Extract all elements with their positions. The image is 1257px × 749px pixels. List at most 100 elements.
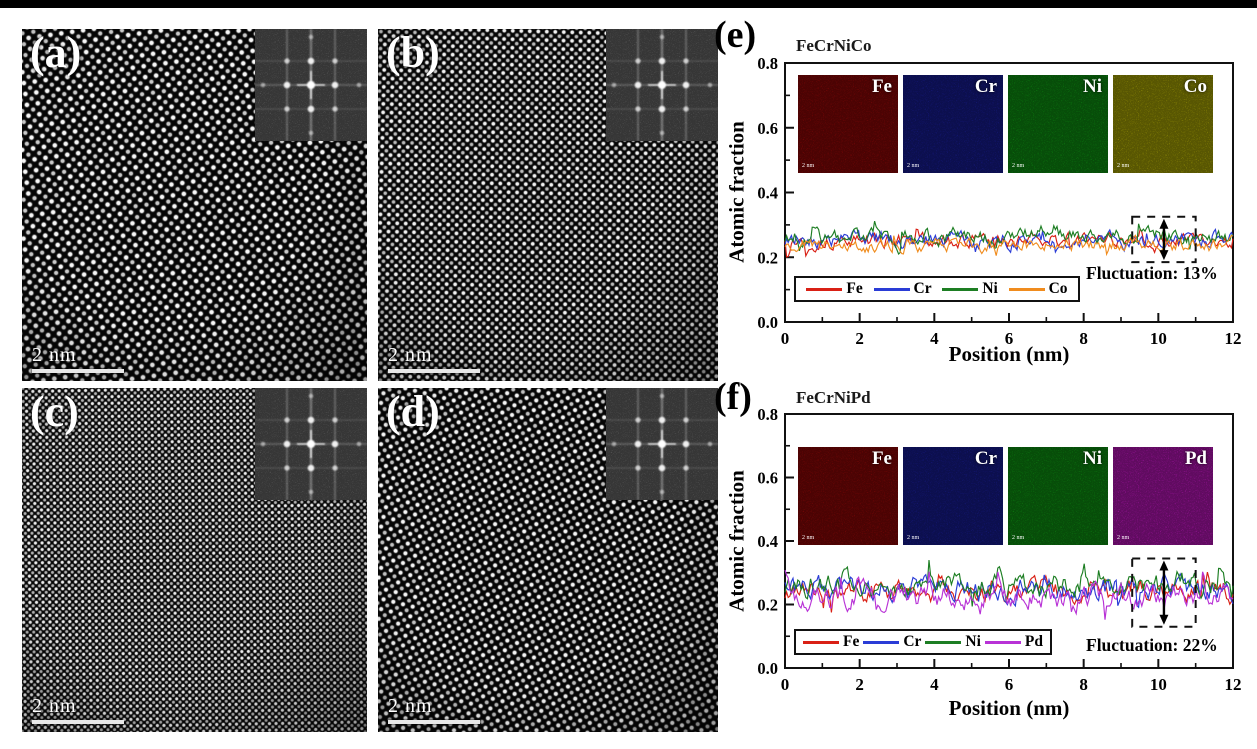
svg-text:0.0: 0.0 — [757, 313, 778, 332]
chart-title-e: FeCrNiCo — [796, 36, 872, 55]
x-axis-label-f: Position (nm) — [948, 696, 1070, 720]
legend-entry-fe: Fe — [802, 633, 860, 651]
scale-bar: 2 nm — [32, 344, 124, 373]
map-scale-bar-label: 2 nm — [907, 535, 920, 541]
legend-line-sample — [942, 287, 979, 291]
legend-entry-co: Co — [1008, 280, 1068, 298]
eds-map-cr: Cr 2 nm — [903, 75, 1003, 173]
scale-bar-line — [388, 369, 480, 373]
svg-text:0.6: 0.6 — [757, 469, 778, 488]
eds-map-pd: Pd 2 nm — [1113, 447, 1213, 545]
map-element-label: Cr — [974, 448, 997, 469]
profile-line-Fe — [784, 571, 1234, 613]
map-element-label: Co — [1183, 76, 1207, 97]
legend-line-sample — [873, 287, 910, 291]
legend-line-sample — [1008, 287, 1045, 291]
legend-label: Ni — [965, 633, 981, 650]
map-scale-bar-label: 2 nm — [907, 163, 920, 169]
scale-bar: 2 nm — [32, 695, 124, 724]
legend-entry-cr: Cr — [863, 633, 921, 651]
fluctuation-range-box — [1131, 215, 1197, 264]
scale-bar-line — [32, 720, 124, 724]
scale-bar-line — [388, 720, 480, 724]
legend-label: Co — [1048, 280, 1068, 297]
atomic-lattice — [378, 388, 718, 732]
legend-line-sample — [802, 640, 839, 644]
svg-text:0.8: 0.8 — [757, 405, 778, 424]
svg-text:8: 8 — [1079, 675, 1088, 694]
svg-text:0: 0 — [781, 675, 790, 694]
y-axis-label-e: Atomic fraction — [724, 121, 749, 263]
legend-entry-ni: Ni — [942, 280, 998, 298]
scale-bar-label: 2 nm — [32, 695, 77, 717]
svg-text:0.4: 0.4 — [757, 532, 778, 551]
scale-bar-label: 2 nm — [388, 695, 433, 717]
legend-line-sample — [806, 287, 843, 291]
legend-entry-fe: Fe — [806, 280, 863, 298]
legend-label: Fe — [842, 633, 860, 650]
svg-text:10: 10 — [1150, 675, 1167, 694]
fft-inset — [606, 388, 718, 500]
map-scale-bar-label: 2 nm — [1117, 163, 1130, 169]
svg-text:4: 4 — [930, 675, 939, 694]
chart-title-f: FeCrNiPd — [796, 388, 871, 407]
stem-image-a: (a) 2 nm — [22, 29, 367, 381]
scale-bar-label: 2 nm — [388, 344, 433, 366]
svg-text:0: 0 — [781, 329, 790, 348]
legend-entry-cr: Cr — [873, 280, 932, 298]
map-scale-bar-label: 2 nm — [1012, 163, 1025, 169]
map-scale-bar-label: 2 nm — [1117, 535, 1130, 541]
svg-text:6: 6 — [1005, 675, 1014, 694]
scale-bar-line — [32, 369, 124, 373]
atomic-lattice — [378, 29, 718, 381]
profile-line-Cr — [784, 228, 1234, 254]
svg-text:12: 12 — [1225, 329, 1242, 348]
legend-line-sample — [925, 640, 962, 644]
eds-map-fe: Fe 2 nm — [798, 447, 898, 545]
svg-text:0.8: 0.8 — [757, 54, 778, 73]
legend-line-sample — [863, 640, 900, 644]
svg-text:10: 10 — [1150, 329, 1167, 348]
svg-text:12: 12 — [1225, 675, 1242, 694]
map-scale-bar-label: 2 nm — [802, 535, 815, 541]
eds-map-cr: Cr 2 nm — [903, 447, 1003, 545]
legend-e: Fe Cr Ni Co — [794, 276, 1080, 302]
panel-label: (a) — [30, 29, 82, 77]
svg-text:4: 4 — [930, 329, 939, 348]
fluctuation-annotation-f: Fluctuation: 22% — [1086, 635, 1218, 655]
fft-inset — [255, 388, 367, 500]
map-element-label: Cr — [974, 76, 997, 97]
profile-line-Cr — [784, 571, 1234, 609]
svg-text:0.2: 0.2 — [757, 248, 778, 267]
map-element-label: Fe — [871, 76, 892, 97]
fluctuation-range-box — [1131, 557, 1197, 628]
legend-entry-pd: Pd — [984, 633, 1043, 651]
profile-line-Co — [784, 234, 1234, 257]
fft-inset — [255, 29, 367, 141]
eds-map-fe: Fe 2 nm — [798, 75, 898, 173]
panel-label: (c) — [30, 388, 79, 436]
y-axis-label-f: Atomic fraction — [724, 470, 749, 612]
profile-line-Fe — [784, 227, 1234, 258]
map-scale-bar: 2 nm — [1117, 535, 1129, 541]
x-axis-label-e: Position (nm) — [948, 342, 1070, 366]
legend-f: Fe Cr Ni Pd — [794, 629, 1052, 655]
scale-bar: 2 nm — [388, 695, 480, 724]
svg-text:0.2: 0.2 — [757, 596, 778, 615]
svg-text:0.4: 0.4 — [757, 184, 778, 203]
svg-text:0.6: 0.6 — [757, 119, 778, 138]
stem-image-c: (c) 2 nm — [22, 388, 367, 732]
legend-entry-ni: Ni — [925, 633, 981, 651]
scale-bar-label: 2 nm — [32, 344, 77, 366]
legend-label: Cr — [913, 280, 932, 297]
legend-line-sample — [984, 640, 1021, 644]
legend-label: Cr — [903, 633, 922, 650]
map-scale-bar-label: 2 nm — [1012, 535, 1025, 541]
panel-label: (b) — [386, 29, 440, 77]
map-element-label: Ni — [1083, 448, 1102, 469]
svg-text:2: 2 — [855, 329, 864, 348]
figure-top-border — [0, 0, 1257, 8]
svg-text:0.0: 0.0 — [757, 659, 778, 678]
scale-bar: 2 nm — [388, 344, 480, 373]
